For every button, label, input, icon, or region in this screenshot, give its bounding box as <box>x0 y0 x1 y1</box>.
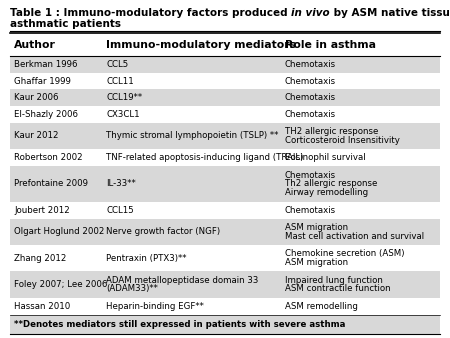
Text: Chemotaxis: Chemotaxis <box>285 76 336 86</box>
Text: **Denotes mediators still expressed in patients with severe asthma: **Denotes mediators still expressed in p… <box>14 320 346 329</box>
Text: Chemotaxis: Chemotaxis <box>285 110 336 119</box>
Text: CX3CL1: CX3CL1 <box>107 110 140 119</box>
Text: Author: Author <box>14 40 56 50</box>
Text: Foley 2007; Lee 2006: Foley 2007; Lee 2006 <box>14 280 108 289</box>
Bar <box>10 106 440 123</box>
Text: Chemotaxis: Chemotaxis <box>285 171 336 180</box>
Bar <box>10 123 440 149</box>
Text: El-Shazly 2006: El-Shazly 2006 <box>14 110 78 119</box>
Text: CCL19**: CCL19** <box>107 93 143 102</box>
Text: Heparin-binding EGF**: Heparin-binding EGF** <box>107 302 204 311</box>
Text: TNF-related apoptosis-inducing ligand (TRAIL): TNF-related apoptosis-inducing ligand (T… <box>107 153 304 162</box>
Text: Chemotaxis: Chemotaxis <box>285 93 336 102</box>
Text: ASM migration: ASM migration <box>285 223 348 232</box>
Bar <box>10 56 440 73</box>
Bar <box>10 149 440 166</box>
Bar <box>10 166 440 202</box>
Bar <box>10 219 440 245</box>
Bar <box>10 271 440 298</box>
Text: Thymic stromal lymphopoietin (TSLP) **: Thymic stromal lymphopoietin (TSLP) ** <box>107 131 279 140</box>
Bar <box>10 298 440 315</box>
Text: Nerve growth factor (NGF): Nerve growth factor (NGF) <box>107 227 220 236</box>
Text: CCL11: CCL11 <box>107 76 134 86</box>
Text: Impaired lung function: Impaired lung function <box>285 276 383 285</box>
Text: ASM contractile function: ASM contractile function <box>285 285 391 293</box>
Text: Hassan 2010: Hassan 2010 <box>14 302 70 311</box>
Text: Corticosteroid Insensitivity: Corticosteroid Insensitivity <box>285 136 400 145</box>
Text: Pentraxin (PTX3)**: Pentraxin (PTX3)** <box>107 254 187 263</box>
Bar <box>10 202 440 219</box>
Text: CCL15: CCL15 <box>107 206 134 215</box>
Text: Olgart Hoglund 2002: Olgart Hoglund 2002 <box>14 227 104 236</box>
Text: ADAM metallopeptidase domain 33: ADAM metallopeptidase domain 33 <box>107 276 259 285</box>
Text: Table 1 : Immuno-modulatory factors produced: Table 1 : Immuno-modulatory factors prod… <box>10 8 291 18</box>
Text: CCL5: CCL5 <box>107 60 129 69</box>
Bar <box>10 33 440 56</box>
Text: ASM migration: ASM migration <box>285 258 348 267</box>
Bar <box>10 315 440 334</box>
Text: ASM remodelling: ASM remodelling <box>285 302 358 311</box>
Bar <box>10 73 440 89</box>
Text: Kaur 2012: Kaur 2012 <box>14 131 58 140</box>
Text: in vivo: in vivo <box>291 8 330 18</box>
Text: Chemotaxis: Chemotaxis <box>285 60 336 69</box>
Bar <box>10 89 440 106</box>
Text: (ADAM33)**: (ADAM33)** <box>107 285 158 293</box>
Text: Robertson 2002: Robertson 2002 <box>14 153 83 162</box>
Text: Airway remodelling: Airway remodelling <box>285 188 368 197</box>
Text: asthmatic patients: asthmatic patients <box>10 19 121 29</box>
Text: IL-33**: IL-33** <box>107 179 136 188</box>
Text: Eosinophil survival: Eosinophil survival <box>285 153 365 162</box>
Text: Chemotaxis: Chemotaxis <box>285 206 336 215</box>
Text: TH2 allergic response: TH2 allergic response <box>285 127 378 136</box>
Text: Mast cell activation and survival: Mast cell activation and survival <box>285 232 424 241</box>
Bar <box>10 245 440 271</box>
Text: Kaur 2006: Kaur 2006 <box>14 93 58 102</box>
Text: Th2 allergic response: Th2 allergic response <box>285 179 377 188</box>
Text: Immuno-modulatory mediators: Immuno-modulatory mediators <box>107 40 297 50</box>
Text: Berkman 1996: Berkman 1996 <box>14 60 77 69</box>
Text: Chemokine secretion (ASM): Chemokine secretion (ASM) <box>285 249 405 259</box>
Text: Joubert 2012: Joubert 2012 <box>14 206 70 215</box>
Text: Prefontaine 2009: Prefontaine 2009 <box>14 179 88 188</box>
Text: Zhang 2012: Zhang 2012 <box>14 254 67 263</box>
Text: Ghaffar 1999: Ghaffar 1999 <box>14 76 71 86</box>
Text: Role in asthma: Role in asthma <box>285 40 376 50</box>
Text: by ASM native tissues in: by ASM native tissues in <box>330 8 450 18</box>
